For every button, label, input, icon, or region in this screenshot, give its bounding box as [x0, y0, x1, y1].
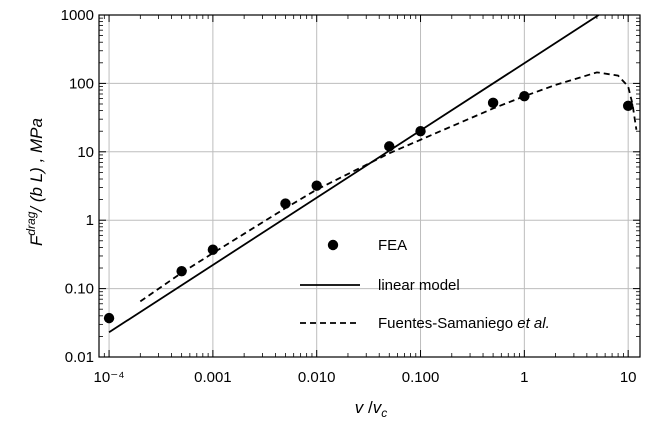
y-axis-title-rest: / (: [27, 194, 46, 212]
y-axis-title-F: F: [27, 234, 46, 246]
x-tick-label-5: 10: [620, 369, 637, 386]
fea-point-2: [207, 244, 219, 255]
fea-point-8: [519, 90, 530, 102]
y-tick-label-0: 0.01: [65, 349, 94, 366]
x-tick-label-0: 10⁻⁴: [94, 369, 125, 386]
legend-label-1: linear model: [378, 277, 460, 294]
series-layer: [103, 15, 638, 334]
x-axis-title-v: v: [355, 398, 365, 417]
y-axis-title-b: b L: [27, 173, 46, 197]
y-tick-label-2: 1: [86, 212, 94, 229]
x-tick-label-1: 0.001: [194, 369, 232, 386]
legend: FEA linear model Fuentes-Samaniego et al.: [300, 237, 550, 332]
x-axis-title-c: c: [381, 406, 387, 420]
plot-frame-rect: [98, 14, 641, 358]
x-axis-title-sep: /: [363, 398, 373, 417]
axis-ticks: 10⁻⁴ 0.001 0.010 0.100 1 10 0.01 0.10 1 10 100 1000: [61, 7, 640, 386]
grid: [99, 15, 640, 357]
x-tick-label-4: 1: [520, 369, 528, 386]
fea-point-7: [487, 97, 499, 109]
legend-label-0: FEA: [378, 237, 407, 254]
fea-point-1: [176, 265, 187, 277]
y-tick-label-4: 100: [69, 75, 94, 92]
fea-point-0: [103, 312, 115, 324]
fea-point-9: [622, 100, 634, 112]
x-axis-title-vc: v: [373, 398, 383, 417]
y-axis-title: Fdrag/ (b L) , MPa: [24, 118, 46, 246]
plot-frame: [98, 14, 641, 358]
legend-label-etal: et al.: [517, 315, 550, 332]
x-tick-label-3: 0.100: [402, 369, 440, 386]
legend-label-2: Fuentes-Samaniego et al.: [378, 315, 550, 332]
y-tick-label-3: 10: [77, 144, 94, 161]
linear-model-line: [108, 15, 600, 334]
x-axis-title: v /vc: [355, 398, 387, 420]
fuentes-samaniego-curve: [139, 71, 638, 303]
y-tick-label-5: 1000: [61, 7, 94, 24]
x-tick-label-2: 0.010: [298, 369, 336, 386]
y-axis-title-sup: drag: [24, 211, 38, 235]
legend-marker-fea: [327, 239, 339, 251]
y-axis-title-unit: ) , MPa: [27, 118, 46, 175]
y-tick-label-1: 0.10: [65, 281, 94, 298]
legend-label-main: Fuentes-Samaniego: [378, 315, 517, 332]
fea-point-4: [311, 180, 322, 191]
